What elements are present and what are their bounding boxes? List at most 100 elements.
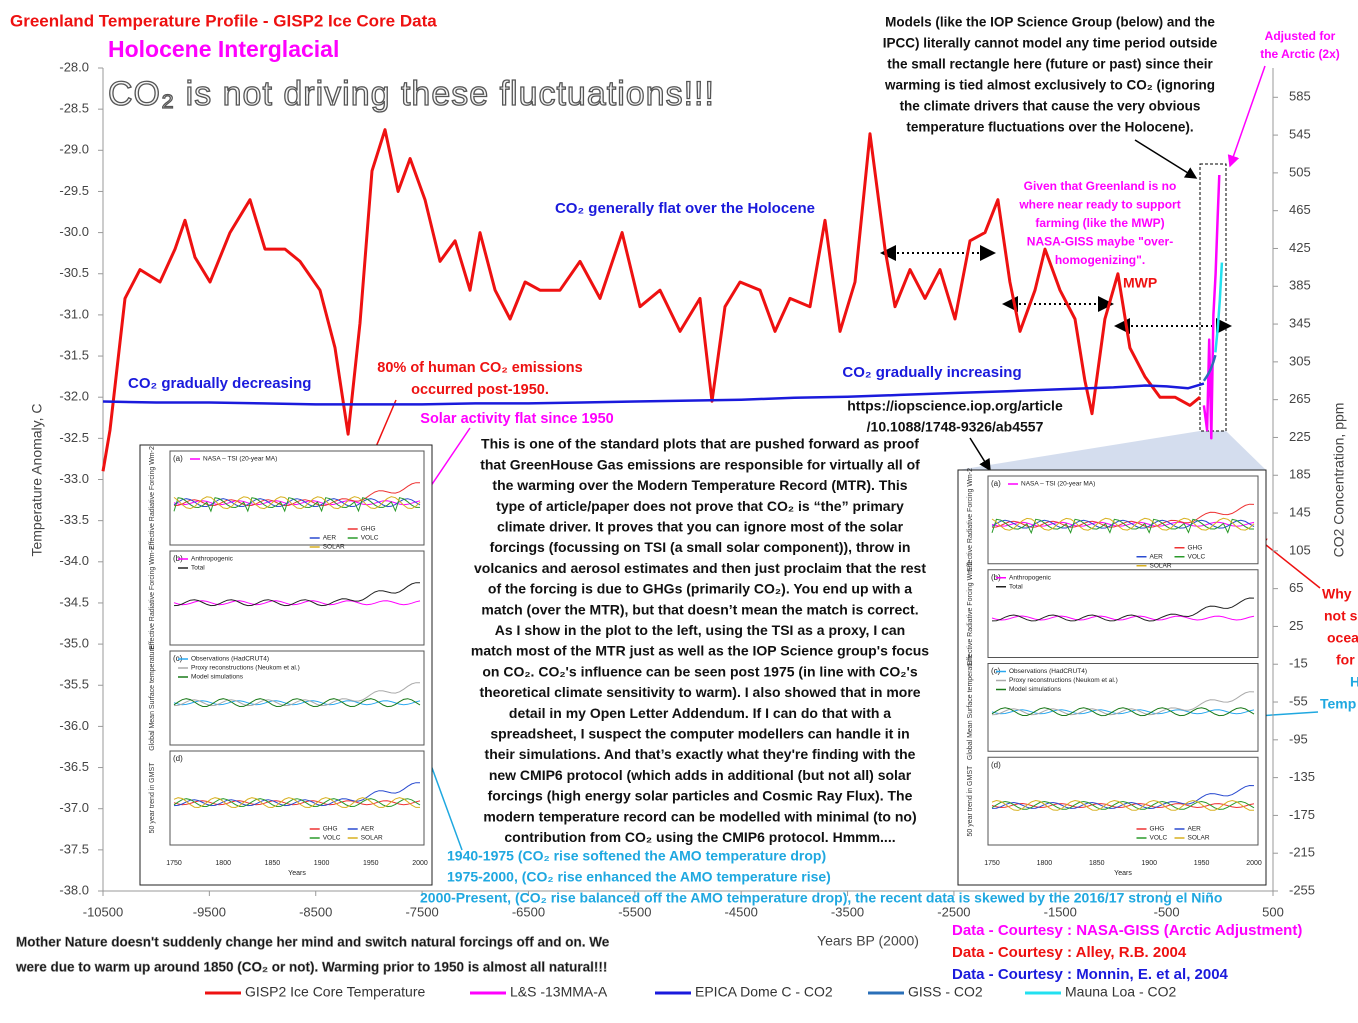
y2-tick-label: 145 [1289,504,1311,519]
y2-tick-label: 425 [1289,240,1311,255]
annotation: 1975-2000, (CO₂ rise enhanced the AMO te… [447,869,831,885]
y2-tick-label: 265 [1289,391,1311,406]
inset-curve [173,498,421,508]
inset-x-tick-label: 2000 [1246,860,1262,867]
annotation: modern temperature record can be modelle… [483,808,916,824]
inset-x-tick-label: 1850 [265,860,281,867]
x-axis-label: Years BP (2000) [817,933,919,949]
legend-label: Mauna Loa - CO2 [1065,984,1176,1000]
inset-panel-label: (d) [991,760,1001,769]
inset-curve [991,597,1255,622]
inset-curve [173,682,421,707]
annotation: MWP [1123,275,1157,291]
annotation: type of article/paper does not prove tha… [496,498,904,514]
inset-legend-label: Model simulations [191,674,244,681]
y-tick-label: -30.5 [59,265,89,280]
annotation: Given that Greenland is no [1024,179,1177,193]
inset-curve [991,519,1255,529]
arrow [969,437,991,472]
annotation: temperature fluctuations over the Holoce… [906,120,1193,135]
annotation: CO₂ gradually increasing [842,364,1021,381]
inset-legend-label: Anthropogenic [191,556,234,563]
x-tick-label: -6500 [512,904,545,919]
annotation: Temp [1320,696,1356,712]
inset-y-label: Global Mean Surface temperature [967,655,974,761]
mtr-rectangle [1199,163,1227,432]
series-line [101,128,1201,472]
inset-panel [987,756,1259,846]
y2-tick-label: 545 [1289,127,1311,142]
inset-x-tick-label: 2000 [412,860,428,867]
chart-subtitle: Holocene Interglacial [108,36,339,62]
inset-x-tick-label: 1750 [984,860,1000,867]
arrow [1227,65,1266,168]
inset-curve [173,497,420,513]
annotation: Data - Courtesy : Monnin, E. et al, 2004 [952,966,1229,983]
inset-panel [987,569,1259,658]
annotation: forcings (high energy solar particles an… [488,788,913,804]
annotation: theoretical climate sensitivity to warm)… [479,684,920,700]
y2-tick-label: 65 [1289,580,1303,595]
series-line [1214,262,1224,353]
chart-title: Greenland Temperature Profile - GISP2 Ic… [10,11,437,30]
inset-panel [169,750,425,846]
inset-legend-label: Observations (HadCRUT4) [1009,668,1087,675]
x-tick-label: -5500 [618,904,651,919]
y-tick-label: -31.5 [59,347,89,362]
annotation: spreadsheet, I suspect the computer mode… [490,726,909,742]
y2-tick-label: -55 [1289,693,1308,708]
inset-panel-label: (c) [173,654,183,663]
annotation: for [1336,652,1355,668]
inset-curve [991,707,1255,717]
x-tick-label: -3500 [831,904,864,919]
annotation: /10.1088/1748-9326/ab4557 [867,419,1044,435]
inset-legend-label: VOLC [361,535,379,542]
x-tick-label: -10500 [83,904,123,919]
inset-panel-label: (d) [173,754,183,763]
y2-tick-label: 385 [1289,278,1311,293]
annotation: on CO₂. CO₂'s influence can be seen post… [482,663,918,679]
annotation: Adjusted for [1265,29,1336,43]
inset-y-label: 50 year trend in GMST [967,765,974,837]
y-tick-label: -32.0 [59,389,89,404]
inset-curve [991,691,1255,716]
inset-x-tick-label: 1800 [1037,860,1053,867]
annotation: Why [1322,586,1352,602]
inset-x-tick-label: 1800 [215,860,231,867]
annotation: IPCC) literally cannot model any time pe… [883,36,1218,51]
annotation: were due to warm up around 1850 (CO₂ or … [15,960,607,975]
annotation: CO₂ generally flat over the Holocene [555,200,815,217]
y-tick-label: -38.0 [59,882,89,897]
inset-x-label: Years [1114,870,1132,877]
inset-panel-label: (c) [991,667,1001,676]
legend-label: GISP2 Ice Core Temperature [245,984,425,1000]
y2-tick-label: -215 [1289,845,1315,860]
inset-curve [991,517,1255,531]
y2-tick-label: 105 [1289,542,1311,557]
inset-curve [173,798,421,808]
annotation: ocea [1327,630,1358,646]
y-tick-label: -30.0 [59,224,89,239]
y-tick-label: -28.0 [59,59,89,74]
annotation: 1940-1975 (CO₂ rise softened the AMO tem… [447,848,826,864]
inset-y-label: Effective Radiative Forcing Wm-2 [967,562,974,666]
y-tick-label: -37.0 [59,800,89,815]
annotation: their simulations. And that’s exactly wh… [485,746,916,762]
inset-y-label: Effective Radiative Forcing Wm-2 [967,468,974,572]
legend-label: EPICA Dome C - CO2 [695,984,833,1000]
y2-axis-label: CO2 Concentration, ppm [1331,403,1347,558]
arrow [1134,139,1198,179]
inset-y-label: Effective Radiative Forcing Wm-2 [149,546,156,650]
annotation: match (over the MTR), but that doesn’t m… [481,601,918,617]
annotation: Mother Nature doesn't suddenly change he… [16,935,610,950]
y-tick-label: -36.0 [59,718,89,733]
annotation: NASA-GISS maybe "over- [1027,235,1173,249]
annotation: the climate drivers that cause the very … [900,99,1201,114]
inset-x-tick-label: 1750 [166,860,182,867]
y-tick-label: -34.0 [59,553,89,568]
inset-panel [169,650,425,746]
y2-tick-label: -15 [1289,656,1308,671]
inset-x-tick-label: 1850 [1089,860,1105,867]
inset-curve [173,496,421,510]
